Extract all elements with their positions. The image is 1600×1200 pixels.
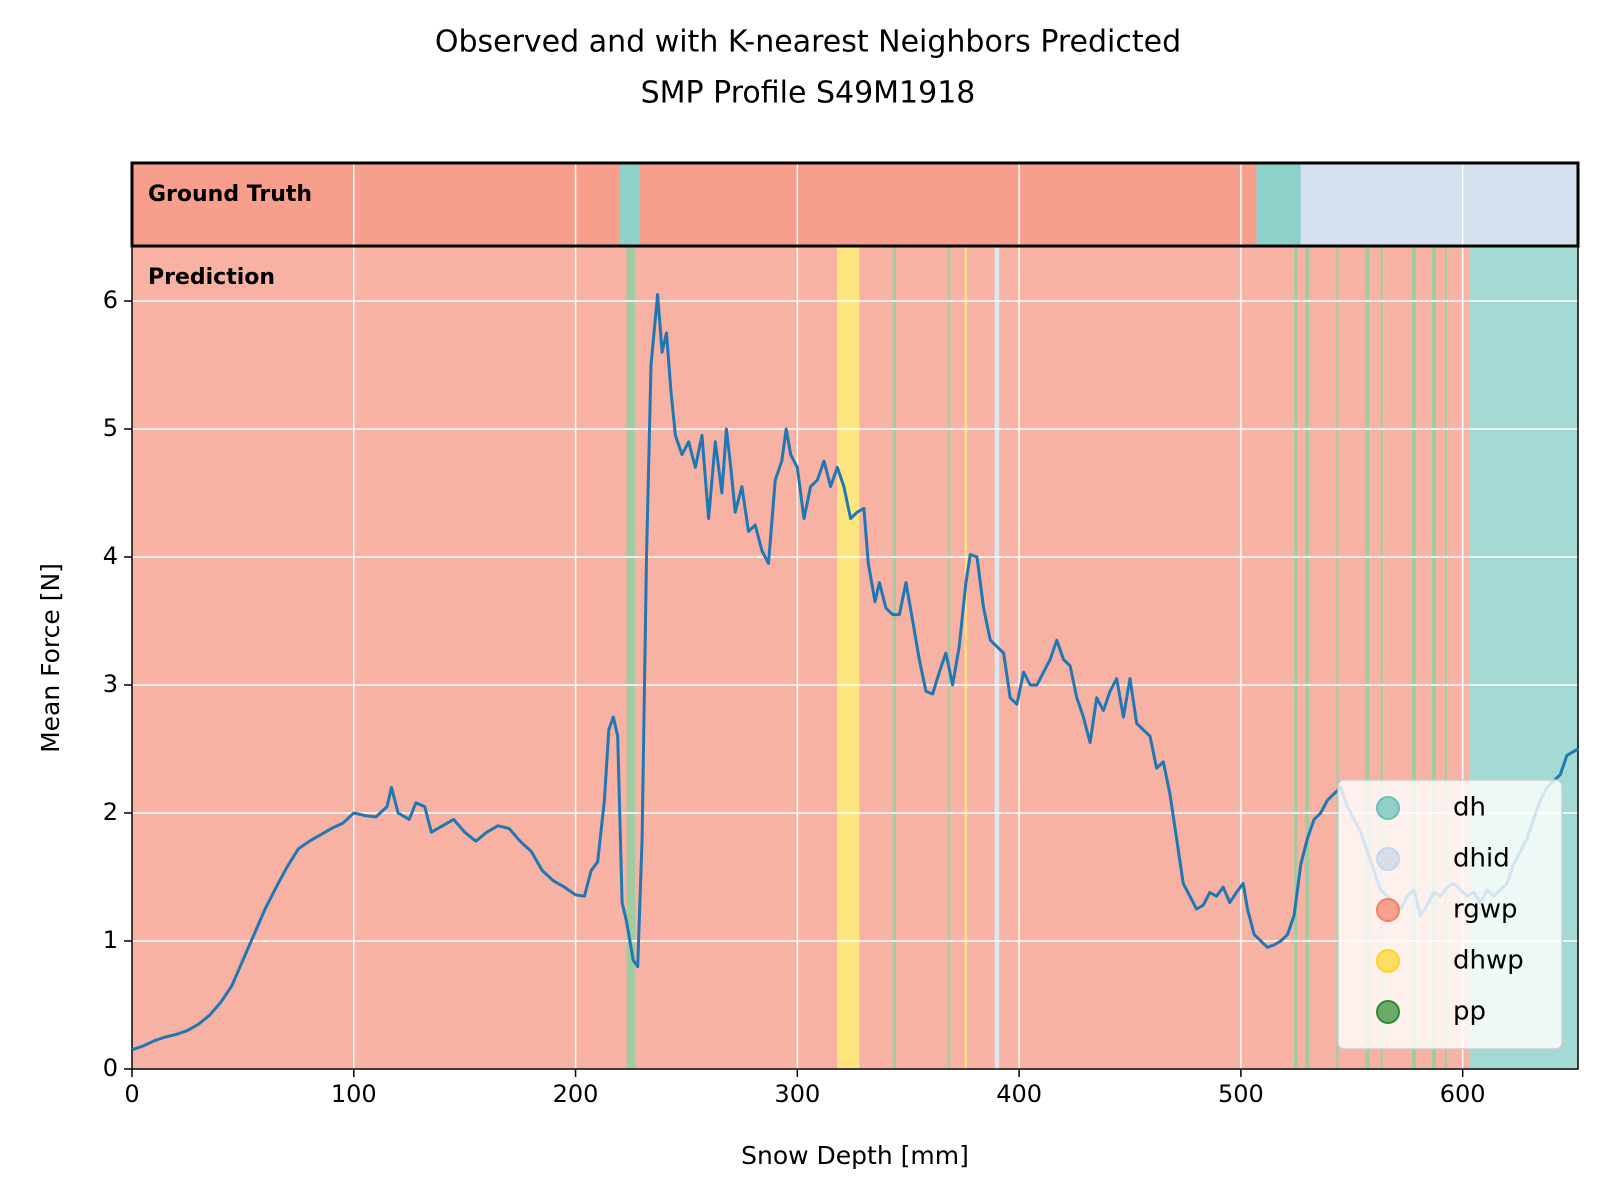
y-tick-label: 4: [103, 542, 118, 570]
prediction-segment: [1309, 246, 1337, 1069]
x-tick-label: 0: [124, 1080, 139, 1108]
panel-label: Ground Truth: [148, 182, 312, 207]
prediction-segment: [999, 246, 1295, 1069]
y-tick-label: 6: [103, 286, 118, 314]
x-axis-label: Snow Depth [mm]: [741, 1141, 969, 1170]
prediction-segment: [896, 246, 949, 1069]
y-tick-label: 1: [103, 926, 118, 954]
prediction-segment: [635, 246, 838, 1069]
prediction-segment: [1294, 246, 1298, 1069]
legend-label: pp: [1453, 997, 1486, 1027]
prediction-segment: [626, 246, 636, 1069]
prediction-segment: [892, 246, 897, 1069]
x-tick-label: 300: [774, 1080, 820, 1108]
y-axis-label: Mean Force [N]: [36, 563, 65, 753]
prediction-segment: [1336, 246, 1339, 1069]
ground-truth-segment: [132, 163, 620, 246]
plot-frame: [131, 245, 1579, 1070]
prediction-segment: [1411, 246, 1417, 1069]
legend-marker: [1376, 898, 1400, 922]
prediction-segment: [1305, 246, 1310, 1069]
prediction-segment: [859, 246, 893, 1069]
prediction-segment: [1436, 246, 1445, 1069]
prediction-segment: [966, 246, 995, 1069]
x-tick-label: 600: [1440, 1080, 1486, 1108]
prediction-segment: [1431, 246, 1437, 1069]
y-tick-label: 3: [103, 670, 118, 698]
prediction-segment: [837, 246, 860, 1069]
x-tick-label: 500: [1218, 1080, 1264, 1108]
legend-label: rgwp: [1453, 895, 1518, 925]
prediction-segment: [1369, 246, 1381, 1069]
ground-truth-segment: [1256, 163, 1301, 246]
legend-label: dhwp: [1453, 946, 1524, 976]
legend-label: dhid: [1453, 844, 1510, 874]
legend-label: dh: [1453, 793, 1486, 823]
y-tick-label: 5: [103, 414, 118, 442]
legend-marker: [1376, 847, 1400, 871]
prediction-segment: [1297, 246, 1306, 1069]
prediction-segment: [948, 246, 951, 1069]
x-tick-label: 400: [996, 1080, 1042, 1108]
x-tick-label: 100: [331, 1080, 377, 1108]
prediction-segment: [132, 246, 627, 1069]
chart-title: Observed and with K-nearest Neighbors Pr…: [435, 25, 1181, 60]
legend-marker: [1376, 796, 1400, 820]
prediction-segment: [1365, 246, 1370, 1069]
ground-truth-segment: [1300, 163, 1578, 246]
legend-marker: [1376, 1000, 1400, 1024]
chart-subtitle: SMP Profile S49M1918: [641, 76, 976, 111]
ground-truth-segment: [639, 163, 1257, 246]
prediction-segment: [994, 246, 1000, 1069]
legend-box: [1337, 779, 1563, 1050]
prediction-segment: [1444, 246, 1448, 1069]
legend-marker: [1376, 949, 1400, 973]
prediction-segment: [964, 246, 967, 1069]
x-tick-label: 200: [553, 1080, 599, 1108]
y-tick-label: 2: [103, 798, 118, 826]
ground-truth-segment: [619, 163, 640, 246]
panel-label: Prediction: [148, 265, 275, 290]
prediction-segment: [1380, 246, 1383, 1069]
y-tick-label: 0: [103, 1054, 118, 1082]
